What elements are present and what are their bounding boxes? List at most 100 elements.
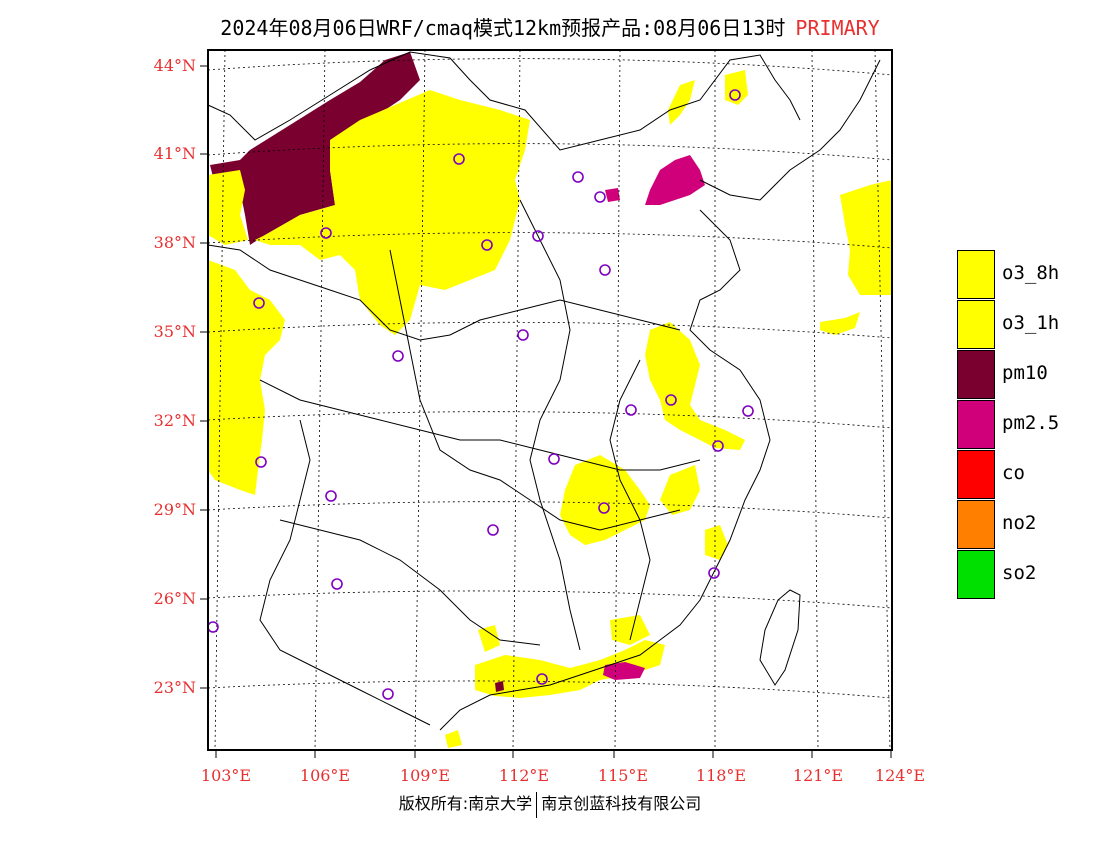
lon-label: 121°E <box>793 766 843 785</box>
station-marker <box>487 524 499 536</box>
lat-label: 41°N <box>154 144 196 163</box>
boundary-layer <box>207 51 881 731</box>
lon-label: 103°E <box>201 766 251 785</box>
title-tag: PRIMARY <box>795 16 880 40</box>
station-marker <box>517 329 529 341</box>
parallel-35 <box>207 321 893 339</box>
legend-label: o3_1h <box>1002 312 1060 334</box>
pm25-region-hebei <box>605 188 620 202</box>
taiwan-outline <box>759 589 801 686</box>
legend-label: so2 <box>1002 562 1037 584</box>
meridian-121 <box>811 49 819 751</box>
parallel-32 <box>207 411 893 429</box>
o3-region-south-coast <box>475 640 665 698</box>
station-marker <box>255 456 267 468</box>
pollution-layer <box>208 52 892 748</box>
o3-region-guangdong-north <box>610 615 650 645</box>
map-title: 2024年08月06日WRF/cmaq模式12km预报产品:08月06日13时 P… <box>0 12 1100 41</box>
pm10-region-northwest <box>210 52 420 245</box>
station-marker <box>729 89 741 101</box>
o3-region-east-central <box>645 322 745 450</box>
lat-label: 32°N <box>154 411 196 430</box>
station-marker <box>253 297 265 309</box>
o3-region-guangxi-edge <box>478 625 500 652</box>
lat-label: 35°N <box>154 322 196 341</box>
national-border <box>207 51 801 151</box>
legend-swatch <box>957 550 995 599</box>
station-marker <box>572 171 584 183</box>
station-marker <box>712 440 724 452</box>
legend-swatch <box>957 450 995 499</box>
station-marker <box>481 239 493 251</box>
legend-label: no2 <box>1002 512 1037 534</box>
coastline-east <box>439 59 881 731</box>
o3-region-northwest-edge <box>208 170 248 245</box>
province-boundary-5 <box>279 519 541 646</box>
station-marker <box>665 394 677 406</box>
station-marker <box>548 453 560 465</box>
legend-swatch <box>957 500 995 549</box>
province-boundary-3 <box>519 199 581 651</box>
legend-label: co <box>1002 462 1025 484</box>
pm25-region-beijing <box>645 155 705 205</box>
meridian-109 <box>414 49 426 751</box>
lon-label: 109°E <box>400 766 450 785</box>
province-boundary-1 <box>207 244 681 341</box>
lat-labels: 44°N 41°N 38°N 35°N 32°N 29°N 26°N 23°N <box>154 56 196 697</box>
station-marker <box>742 405 754 417</box>
station-marker <box>625 404 637 416</box>
station-marker <box>598 502 610 514</box>
meridian-103 <box>214 49 226 751</box>
province-boundary-4 <box>259 379 701 471</box>
legend-swatch <box>957 250 995 299</box>
copyright-right: 南京创蓝科技有限公司 <box>541 794 702 813</box>
station-marker <box>382 688 394 700</box>
station-marker <box>207 621 219 633</box>
parallel-26 <box>207 590 893 609</box>
station-layer <box>207 89 754 700</box>
pm25-region-guangdong <box>603 662 645 680</box>
pm10-region-south <box>495 681 504 692</box>
legend-label: o3_8h <box>1002 262 1060 284</box>
province-boundary-2 <box>389 249 681 531</box>
lat-label: 38°N <box>154 233 196 252</box>
meridian-112 <box>512 49 521 751</box>
o3-region-north <box>255 90 530 335</box>
province-boundary-7 <box>259 419 431 726</box>
station-marker <box>532 230 544 242</box>
lat-label: 23°N <box>154 678 196 697</box>
station-marker <box>331 578 343 590</box>
lon-label: 112°E <box>499 766 549 785</box>
parallel-29 <box>207 501 893 519</box>
meridian-115 <box>614 49 621 751</box>
station-marker <box>599 264 611 276</box>
lat-label: 29°N <box>154 500 196 519</box>
station-marker <box>594 191 606 203</box>
o3-region-west <box>208 260 285 495</box>
lat-label: 26°N <box>154 589 196 608</box>
lon-label: 124°E <box>875 766 925 785</box>
footer-separator <box>536 791 538 818</box>
o3-region-yellowsea <box>820 312 860 335</box>
lon-labels: 103°E 106°E 109°E 112°E 115°E 118°E 121°… <box>201 766 925 785</box>
legend-label: pm10 <box>1002 362 1048 384</box>
station-marker <box>708 567 720 579</box>
copyright-left: 版权所有:南京大学 <box>398 794 533 813</box>
legend-swatch <box>957 400 995 449</box>
lon-label: 118°E <box>696 766 746 785</box>
meridian-106 <box>314 49 326 751</box>
copyright-footer: 版权所有:南京大学 南京创蓝科技有限公司 <box>0 790 1100 818</box>
graticule <box>207 49 893 751</box>
legend-swatch <box>957 350 995 399</box>
legend-label: pm2.5 <box>1002 412 1060 434</box>
title-main: 2024年08月06日WRF/cmaq模式12km预报产品:08月06日13时 <box>220 16 786 40</box>
o3-region-hainan-north <box>445 730 462 748</box>
o3-region-central <box>560 455 650 545</box>
station-marker <box>325 490 337 502</box>
legend-swatch <box>957 300 995 349</box>
lon-label: 106°E <box>300 766 350 785</box>
lon-label: 115°E <box>598 766 648 785</box>
station-marker <box>320 227 332 239</box>
o3-region-northeast-sea <box>840 180 892 295</box>
